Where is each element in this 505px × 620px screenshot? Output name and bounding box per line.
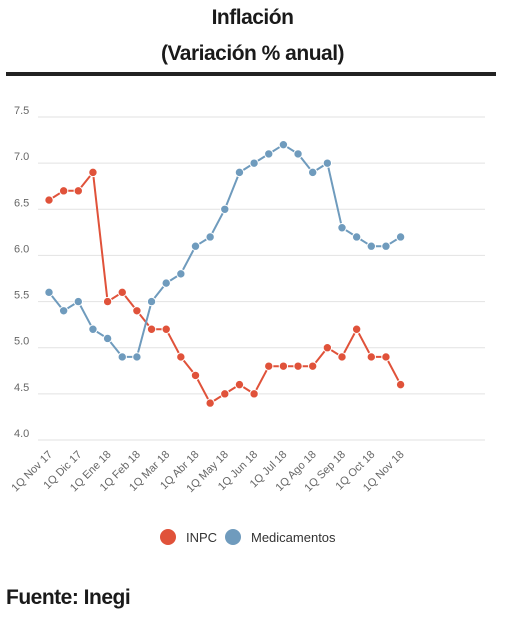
data-point-medicamentos[interactable] xyxy=(249,158,259,168)
data-point-medicamentos[interactable] xyxy=(117,352,127,362)
data-point-inpc[interactable] xyxy=(44,195,54,205)
data-point-medicamentos[interactable] xyxy=(146,296,157,307)
data-point-medicamentos[interactable] xyxy=(395,232,406,242)
series-inpc xyxy=(44,167,406,408)
y-tick-label: 6.5 xyxy=(14,197,29,209)
data-point-inpc[interactable] xyxy=(102,296,113,307)
data-point-inpc[interactable] xyxy=(322,343,333,353)
data-point-inpc[interactable] xyxy=(58,186,69,196)
data-point-inpc[interactable] xyxy=(249,389,259,399)
data-point-medicamentos[interactable] xyxy=(351,232,362,242)
data-point-medicamentos[interactable] xyxy=(132,352,142,362)
source-note: Fuente: Inegi xyxy=(6,586,131,609)
data-point-medicamentos[interactable] xyxy=(176,269,186,279)
data-point-inpc[interactable] xyxy=(88,167,98,178)
data-point-inpc[interactable] xyxy=(381,352,391,362)
y-tick-label: 7.5 xyxy=(14,105,29,117)
data-point-inpc[interactable] xyxy=(264,361,274,371)
data-point-inpc[interactable] xyxy=(293,361,303,371)
data-point-inpc[interactable] xyxy=(337,352,347,362)
y-axis-ticks: 7.5 7.0 6.5 6.0 5.5 5.0 4.5 4.0 xyxy=(14,105,29,440)
data-point-medicamentos[interactable] xyxy=(102,333,113,344)
y-tick-label: 6.0 xyxy=(14,243,29,255)
legend-label-inpc: INPC xyxy=(186,529,218,545)
data-point-inpc[interactable] xyxy=(176,352,186,362)
data-point-inpc[interactable] xyxy=(132,306,142,316)
data-point-medicamentos[interactable] xyxy=(234,167,245,178)
legend-marker-inpc xyxy=(160,529,176,545)
data-point-inpc[interactable] xyxy=(161,324,171,334)
data-point-medicamentos[interactable] xyxy=(322,158,333,168)
data-point-inpc[interactable] xyxy=(234,379,245,390)
legend-marker-medicamentos xyxy=(225,529,241,545)
data-point-medicamentos[interactable] xyxy=(278,139,289,150)
legend: INPC Medicamentos xyxy=(0,529,505,551)
data-point-medicamentos[interactable] xyxy=(381,241,391,251)
data-point-inpc[interactable] xyxy=(366,352,376,362)
data-point-medicamentos[interactable] xyxy=(190,241,201,251)
chart-title: Inflación xyxy=(211,6,294,29)
data-point-inpc[interactable] xyxy=(395,379,406,390)
series-medicamentos xyxy=(44,139,406,362)
data-point-medicamentos[interactable] xyxy=(366,241,376,251)
data-point-inpc[interactable] xyxy=(73,186,84,196)
legend-item-inpc[interactable]: INPC xyxy=(160,529,217,545)
y-tick-label: 4.5 xyxy=(14,382,29,394)
y-tick-label: 7.0 xyxy=(14,151,29,163)
data-point-medicamentos[interactable] xyxy=(337,223,347,233)
data-point-medicamentos[interactable] xyxy=(220,204,230,214)
data-point-medicamentos[interactable] xyxy=(308,167,318,178)
data-point-inpc[interactable] xyxy=(278,361,289,371)
legend-item-medicamentos[interactable]: Medicamentos xyxy=(225,529,336,545)
y-tick-label: 4.0 xyxy=(14,428,29,440)
data-point-medicamentos[interactable] xyxy=(73,296,84,307)
series xyxy=(44,139,406,408)
data-point-inpc[interactable] xyxy=(205,398,215,408)
chart-subtitle: (Variación % anual) xyxy=(160,42,345,65)
data-point-medicamentos[interactable] xyxy=(264,149,274,159)
title-rule xyxy=(6,72,496,76)
data-point-medicamentos[interactable] xyxy=(205,232,215,242)
data-point-inpc[interactable] xyxy=(146,324,157,334)
data-point-inpc[interactable] xyxy=(220,389,230,399)
y-tick-label: 5.0 xyxy=(14,336,29,348)
data-point-inpc[interactable] xyxy=(190,370,201,381)
gridlines xyxy=(38,116,485,441)
data-point-inpc[interactable] xyxy=(351,324,362,334)
data-point-inpc[interactable] xyxy=(308,361,318,371)
data-point-medicamentos[interactable] xyxy=(58,306,69,316)
legend-label-medicamentos: Medicamentos xyxy=(251,529,336,545)
y-tick-label: 5.5 xyxy=(14,290,29,302)
data-point-medicamentos[interactable] xyxy=(44,287,54,298)
data-point-medicamentos[interactable] xyxy=(161,278,171,288)
data-point-inpc[interactable] xyxy=(117,287,127,298)
data-point-medicamentos[interactable] xyxy=(88,324,98,334)
data-point-medicamentos[interactable] xyxy=(293,149,303,159)
